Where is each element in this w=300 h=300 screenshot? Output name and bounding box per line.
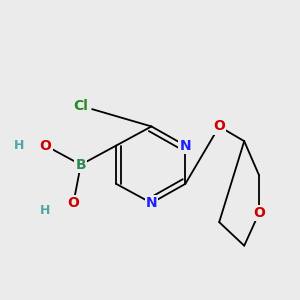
Text: O: O — [213, 119, 225, 134]
Text: B: B — [76, 158, 86, 172]
Text: O: O — [68, 196, 80, 210]
Text: H: H — [40, 204, 51, 217]
Text: Cl: Cl — [74, 99, 88, 113]
Text: H: H — [14, 139, 24, 152]
Text: N: N — [146, 196, 157, 210]
Text: N: N — [179, 139, 191, 153]
Text: O: O — [40, 139, 51, 153]
Text: O: O — [253, 206, 265, 220]
